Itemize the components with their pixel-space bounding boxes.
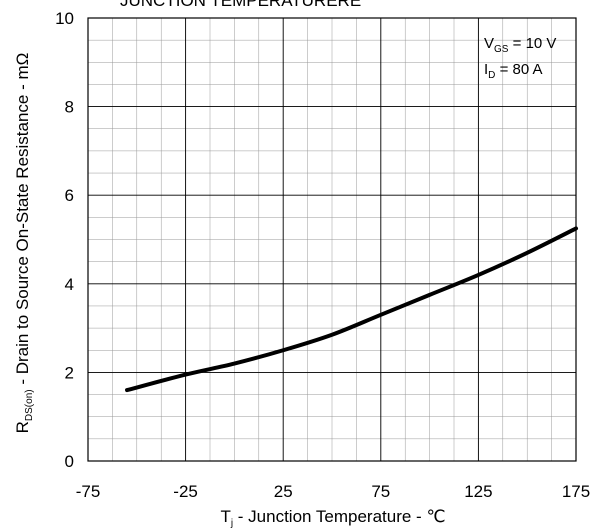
x-tick-label: 25 — [274, 482, 293, 501]
series-line — [125, 226, 578, 393]
x-tick-label: -25 — [173, 482, 198, 501]
x-axis-ticks: -75 -25 25 75 125 175 — [76, 482, 590, 501]
x-axis-label: Tj - Junction Temperature - ℃ — [220, 507, 445, 528]
y-tick-label: 0 — [65, 452, 74, 471]
y-tick-label: 6 — [65, 186, 74, 205]
y-tick-label: 2 — [65, 363, 74, 382]
x-tick-label: 175 — [562, 482, 590, 501]
x-tick-label: 75 — [371, 482, 390, 501]
y-tick-label: 10 — [55, 9, 74, 28]
y-axis-ticks: 0 2 4 6 8 10 — [55, 9, 74, 471]
minor-grid — [87, 17, 577, 462]
annotation-id: ID = 80 A — [484, 61, 543, 81]
y-tick-label: 4 — [65, 275, 74, 294]
chart-title: JUNCTION TEMPERATURERE — [120, 0, 361, 10]
legend-annotation: VGS = 10 V ID = 80 A — [484, 35, 556, 81]
annotation-vgs: VGS = 10 V — [484, 35, 556, 55]
x-tick-label: 125 — [464, 482, 492, 501]
x-tick-label: -75 — [76, 482, 101, 501]
plot-frame — [87, 17, 577, 462]
y-tick-label: 8 — [65, 98, 74, 117]
y-axis-label: RDS(on) - Drain to Source On-State Resis… — [13, 53, 35, 434]
